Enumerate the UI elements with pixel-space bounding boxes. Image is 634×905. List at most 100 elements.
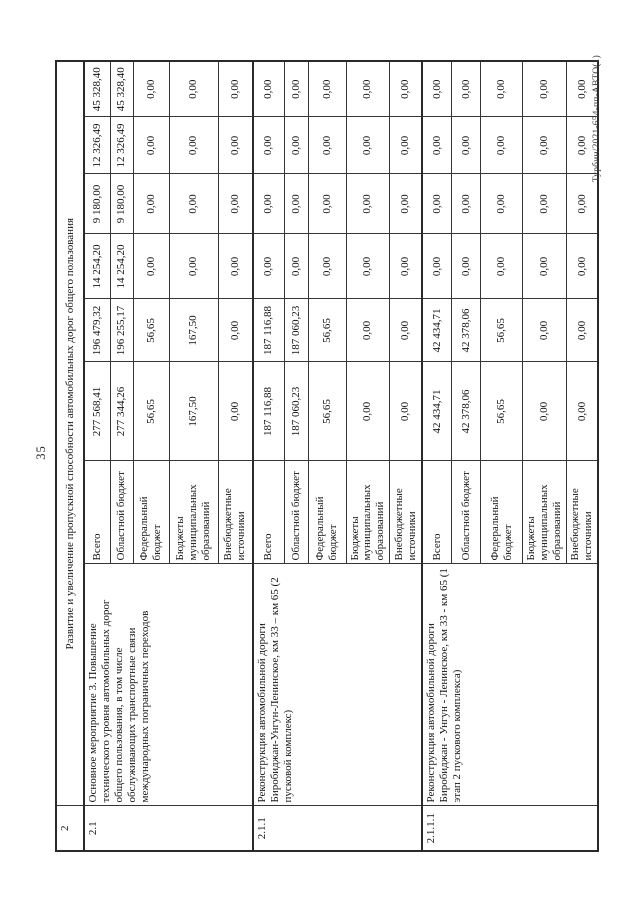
cell-value: 187 116,88 <box>253 362 284 461</box>
cell-item-number: 2.1.1.1 <box>421 806 599 851</box>
cell-value: 0,00 <box>451 117 481 174</box>
cell-funding-source: Бюджеты муниципальных образований <box>522 461 567 564</box>
cell-value: 0,00 <box>308 174 346 234</box>
cell-value: 0,00 <box>253 234 284 299</box>
cell-value: 277 344,26 <box>110 362 133 461</box>
cell-funding-source: Областной бюджет <box>451 461 481 564</box>
cell-value: 0,00 <box>284 174 308 234</box>
cell-item-name: Реконструкция автомобильной дороги Бироб… <box>253 564 422 806</box>
cell-value: 0,00 <box>346 299 390 362</box>
cell-value: 42 378,06 <box>451 362 481 461</box>
cell-value: 42 434,71 <box>421 362 452 461</box>
cell-value: 0,00 <box>133 117 169 174</box>
cell-value: 14 254,20 <box>84 234 110 299</box>
cell-value: 56,65 <box>133 299 169 362</box>
cell-funding-source: Федеральный бюджет <box>308 461 346 564</box>
cell-value: 0,00 <box>218 299 253 362</box>
cell-item-name: Основное мероприятие 3. Повышение технич… <box>84 564 253 806</box>
cell-funding-source: Бюджеты муниципальных образований <box>169 461 218 564</box>
cell-value: 56,65 <box>480 362 523 461</box>
cell-funding-source: Областной бюджет <box>110 461 133 564</box>
cell-value: 0,00 <box>218 174 253 234</box>
cell-value: 0,00 <box>451 234 481 299</box>
cell-value: 56,65 <box>308 362 346 461</box>
cell-value: 0,00 <box>218 362 253 461</box>
cell-value: 0,00 <box>218 117 253 174</box>
cell-funding-source: Всего <box>84 461 110 564</box>
cell-value: 12 326,49 <box>84 117 110 174</box>
cell-value: 56,65 <box>308 299 346 362</box>
cell-value: 0,00 <box>169 174 218 234</box>
cell-funding-source: Бюджеты муниципальных образований <box>346 461 390 564</box>
cell-value: 0,00 <box>522 234 567 299</box>
cell-value: 0,00 <box>389 299 422 362</box>
cell-value: 0,00 <box>451 60 481 117</box>
cell-value: 196 255,17 <box>110 299 133 362</box>
cell-value: 0,00 <box>346 174 390 234</box>
cell-value: 56,65 <box>480 299 523 362</box>
cell-value: 196 479,32 <box>84 299 110 362</box>
cell-value: 0,00 <box>133 174 169 234</box>
cell-value: 187 116,88 <box>253 299 284 362</box>
cell-value: 0,00 <box>284 60 308 117</box>
cell-value: 167,50 <box>169 299 218 362</box>
cell-value: 0,00 <box>522 60 567 117</box>
cell-value: 0,00 <box>169 117 218 174</box>
cell-value: 0,00 <box>346 117 390 174</box>
cell-value: 0,00 <box>480 60 523 117</box>
cell-value: 0,00 <box>346 60 390 117</box>
cell-funding-source: Внебюджетные источники <box>566 461 599 564</box>
cell-value: 42 378,06 <box>451 299 481 362</box>
cell-value: 12 326,49 <box>110 117 133 174</box>
cell-value: 0,00 <box>308 117 346 174</box>
cell-value: 0,00 <box>133 60 169 117</box>
table-row: 2.1 Основное мероприятие 3. Повышение те… <box>84 60 253 851</box>
page-number: 35 <box>34 445 48 460</box>
cell-value: 9 180,00 <box>84 174 110 234</box>
cell-item-name: Реконструкция автомобильной дороги Бироб… <box>421 564 599 806</box>
cell-value: 0,00 <box>421 117 452 174</box>
cell-funding-source: Всего <box>421 461 452 564</box>
cell-item-number: 2 <box>56 806 84 851</box>
cell-value: 0,00 <box>421 174 452 234</box>
cell-value: 0,00 <box>480 117 523 174</box>
cell-value: 45 328,40 <box>84 60 110 117</box>
cell-value: 9 180,00 <box>110 174 133 234</box>
budget-table: 2 Развитие и увеличение пропускной спосо… <box>55 59 600 852</box>
cell-funding-source: Федеральный бюджет <box>480 461 523 564</box>
cell-value: 0,00 <box>169 60 218 117</box>
cell-value: 0,00 <box>389 60 422 117</box>
cell-value: 0,00 <box>480 234 523 299</box>
cell-value: 0,00 <box>389 234 422 299</box>
cell-value: 0,00 <box>253 117 284 174</box>
cell-value: 0,00 <box>421 234 452 299</box>
cell-value: 0,00 <box>284 117 308 174</box>
cell-value: 0,00 <box>522 117 567 174</box>
cell-value: 56,65 <box>133 362 169 461</box>
cell-value: 0,00 <box>253 174 284 234</box>
cell-value: 0,00 <box>522 299 567 362</box>
cell-value: 0,00 <box>389 117 422 174</box>
cell-value: 0,00 <box>253 60 284 117</box>
table-row-header: 2 Развитие и увеличение пропускной спосо… <box>56 60 84 851</box>
cell-program-title: Развитие и увеличение пропускной способн… <box>56 60 84 806</box>
cell-value: 187 060,23 <box>284 362 308 461</box>
cell-value: 0,00 <box>480 174 523 234</box>
cell-funding-source: Областной бюджет <box>284 461 308 564</box>
cell-funding-source: Всего <box>253 461 284 564</box>
cell-value: 0,00 <box>218 60 253 117</box>
table-row: 2.1.1 Реконструкция автомобильной дороги… <box>253 60 422 851</box>
cell-value: 0,00 <box>389 362 422 461</box>
cell-value: 0,00 <box>522 362 567 461</box>
cell-value: 167,50 <box>169 362 218 461</box>
cell-item-number: 2.1 <box>84 806 253 851</box>
cell-value: 0,00 <box>133 234 169 299</box>
cell-value: 0,00 <box>522 174 567 234</box>
table-row: 2.1.1.1 Реконструкция автомобильной доро… <box>421 60 599 851</box>
cell-value: 0,00 <box>451 174 481 234</box>
cell-value: 0,00 <box>308 60 346 117</box>
document-stamp: Турбин/2021-654-пп-АВТО(1) <box>592 55 602 183</box>
cell-value: 0,00 <box>421 60 452 117</box>
